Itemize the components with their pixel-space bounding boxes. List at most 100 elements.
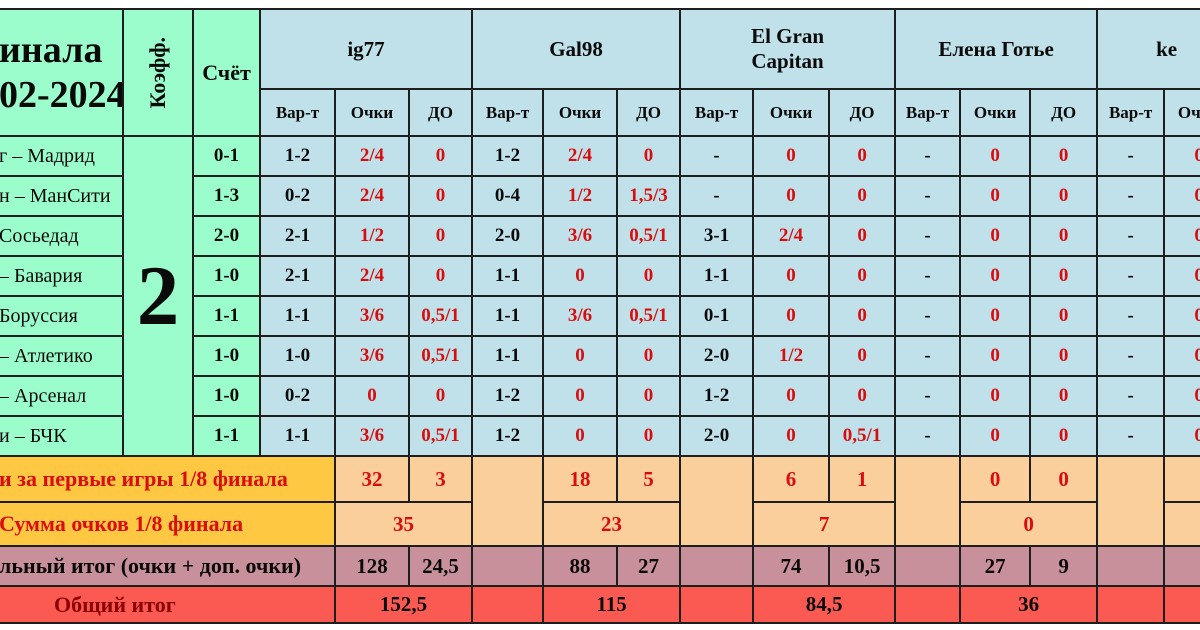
extra-header: ДО <box>1029 88 1099 137</box>
match-name: Боруссия <box>0 295 124 337</box>
summary-total-label: Общий итог <box>0 585 336 624</box>
pred-points: 0 <box>542 335 619 377</box>
pred-variant: - <box>1096 335 1166 377</box>
pred-extra: 0 <box>828 335 897 377</box>
pred-extra: 0 <box>828 135 897 177</box>
extra-header: ДО <box>407 88 474 137</box>
match-row: Боруссия 1-1 1-1 3/6 0,5/1 1-1 3/6 0,5/1… <box>0 295 1200 337</box>
pred-extra: 0 <box>1029 415 1099 457</box>
summary-extra: 10,5 <box>828 545 897 587</box>
pred-variant: 2-0 <box>471 215 545 257</box>
pred-extra: 0 <box>1029 135 1099 177</box>
pred-variant: 1-2 <box>471 415 545 457</box>
pred-variant: 0-2 <box>259 375 336 417</box>
match-row: – Бавария 1-0 2-1 2/4 0 1-1 0 0 1-1 0 0 … <box>0 255 1200 297</box>
pred-points: 0 <box>334 375 410 417</box>
summary-prelim-row: льный итог (очки + доп. очки) 128 24,5 8… <box>0 545 1200 587</box>
player-header-ig77: ig77 <box>258 8 474 90</box>
header-row-players: инала 02-2024) Коэфф. Счёт ig77 Gal98 El… <box>0 8 1200 137</box>
match-name: – Арсенал <box>0 375 124 417</box>
pred-points: 0 <box>959 375 1032 417</box>
pred-points: 0 <box>1163 295 1200 337</box>
pred-variant: - <box>894 335 962 377</box>
summary-variant-spacer <box>894 545 962 587</box>
pred-points: 3/6 <box>334 335 410 377</box>
summary-sum-row: Сумма очков 1/8 финала 35 23 7 0 <box>0 501 1200 547</box>
summary-variant-spacer <box>471 585 545 624</box>
title-line2: 02-2024) <box>0 73 121 116</box>
summary-extra: 27 <box>616 545 682 587</box>
summary-variant-spacer <box>471 455 545 547</box>
pred-points: 0 <box>1163 375 1200 417</box>
pred-variant: - <box>1096 215 1166 257</box>
pred-points: 0 <box>752 375 831 417</box>
match-score: 1-0 <box>192 375 261 417</box>
pred-extra: 0 <box>828 255 897 297</box>
match-name: н – МанСити <box>0 175 124 217</box>
pred-points: 0 <box>752 175 831 217</box>
pred-points: 0 <box>1163 135 1200 177</box>
coefficient-header: Коэфф. <box>122 8 194 137</box>
summary-total-row: Общий итог 152,5 115 84,5 36 <box>0 585 1200 624</box>
extra-header: ДО <box>616 88 682 137</box>
summary-variant-spacer <box>894 585 962 624</box>
match-name: и – БЧК <box>0 415 124 457</box>
pred-variant: 1-2 <box>259 135 336 177</box>
pred-extra: 0 <box>1029 335 1099 377</box>
player-header-ke: ke <box>1096 8 1200 90</box>
variant-header: Вар-т <box>259 88 336 137</box>
player-header-elena-gotie: Елена Готье <box>894 8 1099 90</box>
summary-sum-value <box>1163 501 1200 547</box>
pred-extra: 0,5/1 <box>407 295 474 337</box>
pred-variant: 1-1 <box>259 295 336 337</box>
pred-variant: 1-1 <box>471 335 545 377</box>
pred-extra: 0,5/1 <box>407 335 474 377</box>
pred-extra: 0 <box>407 175 474 217</box>
pred-variant: 0-4 <box>471 175 545 217</box>
summary-points <box>1163 455 1200 503</box>
summary-variant-spacer <box>1096 545 1166 587</box>
extra-header: ДО <box>828 88 897 137</box>
summary-sum-label: Сумма очков 1/8 финала <box>0 501 336 547</box>
points-header: Очки <box>542 88 619 137</box>
summary-total-value: 115 <box>542 585 682 624</box>
pred-points: 0 <box>752 295 831 337</box>
summary-extra: 1 <box>828 455 897 503</box>
pred-points: 1/2 <box>752 335 831 377</box>
summary-sum-value: 23 <box>542 501 682 547</box>
summary-total-value <box>1163 585 1200 624</box>
summary-first-games-row: и за первые игры 1/8 финала 32 3 18 5 6 … <box>0 455 1200 547</box>
pred-points: 0 <box>542 375 619 417</box>
pred-extra: 0 <box>407 215 474 257</box>
match-row: – Атлетико 1-0 1-0 3/6 0,5/1 1-1 0 0 2-0… <box>0 335 1200 377</box>
summary-sum-value: 0 <box>959 501 1099 547</box>
summary-variant-spacer <box>1096 455 1166 547</box>
pred-extra: 0 <box>828 215 897 257</box>
pred-points: 0 <box>1163 215 1200 257</box>
pred-points: 1/2 <box>334 215 410 257</box>
summary-total-value: 36 <box>959 585 1099 624</box>
summary-variant-spacer <box>471 545 545 587</box>
pred-points: 0 <box>959 175 1032 217</box>
match-score: 1-3 <box>192 175 261 217</box>
score-header: Счёт <box>192 8 261 137</box>
pred-points: 0 <box>1163 255 1200 297</box>
pred-points: 0 <box>959 415 1032 457</box>
pred-variant: - <box>1096 175 1166 217</box>
pred-variant: 0-2 <box>259 175 336 217</box>
pred-variant: 2-0 <box>679 415 755 457</box>
pred-points: 3/6 <box>334 295 410 337</box>
pred-extra: 0,5/1 <box>407 415 474 457</box>
pred-extra: 0 <box>616 255 682 297</box>
summary-total-value: 152,5 <box>333 585 474 624</box>
pred-extra: 0,5/1 <box>828 415 897 457</box>
variant-header: Вар-т <box>679 88 755 137</box>
pred-points: 0 <box>1163 415 1200 457</box>
variant-header: Вар-т <box>471 88 545 137</box>
match-row: г – Мадрид 2 0-1 1-2 2/4 0 1-2 2/4 0 - 0… <box>0 135 1200 457</box>
pred-points: 2/4 <box>334 255 410 297</box>
pred-extra: 0 <box>1029 375 1099 417</box>
summary-points: 74 <box>752 545 831 587</box>
coefficient-value: 2 <box>122 135 194 457</box>
match-score: 0-1 <box>192 135 261 177</box>
